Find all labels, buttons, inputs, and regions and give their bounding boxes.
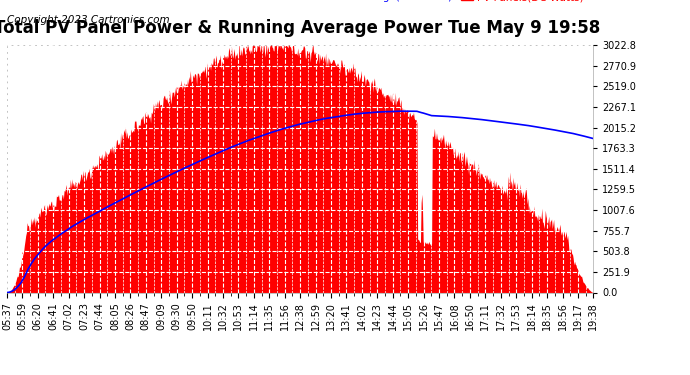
Legend: Average(DC Watts), PV Panels(DC Watts): Average(DC Watts), PV Panels(DC Watts) — [333, 0, 588, 7]
Text: Total PV Panel Power & Running Average Power Tue May 9 19:58: Total PV Panel Power & Running Average P… — [0, 19, 600, 37]
Text: Copyright 2023 Cartronics.com: Copyright 2023 Cartronics.com — [7, 15, 170, 25]
